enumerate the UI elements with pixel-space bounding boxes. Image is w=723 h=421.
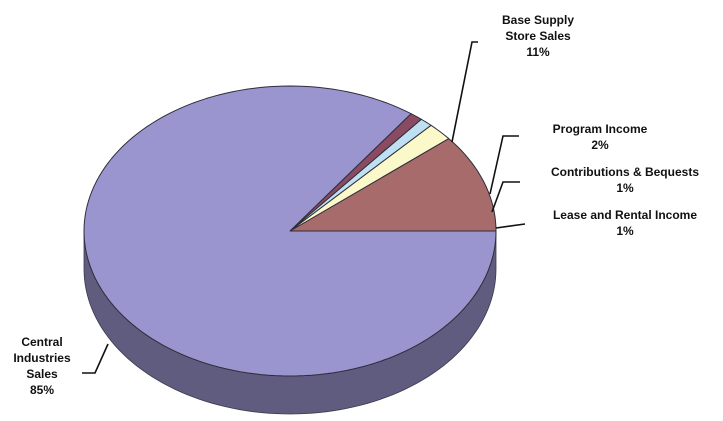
pie-top-layer [83, 85, 497, 377]
leader-program-income [489, 135, 519, 195]
slice-label-central-line3: Sales [26, 367, 58, 381]
slice-label-base-supply-line2: Store Sales [505, 29, 571, 43]
slice-label-central-industries: Central Industries Sales 85% [0, 334, 84, 398]
leader-lease-rental [495, 223, 526, 229]
slice-label-lease-rental-line1: Lease and Rental Income [552, 208, 698, 222]
slice-pct-central: 85% [29, 383, 55, 397]
slice-label-contributions: Contributions & Bequests 1% [530, 164, 720, 196]
pie-slice-central-industries [83, 85, 497, 377]
slice-label-program-income: Program Income 2% [520, 121, 680, 153]
slice-label-central-line1: Central [21, 335, 63, 349]
slice-pct-base-supply: 11% [526, 45, 550, 59]
slice-pct-lease-rental: 1% [616, 224, 634, 238]
slice-label-lease-rental: Lease and Rental Income 1% [530, 207, 720, 239]
leader-base-supply [451, 41, 478, 143]
slice-label-central-line2: Industries [13, 351, 71, 365]
slice-label-base-supply: Base Supply Store Sales 11% [478, 12, 598, 60]
slice-label-program-income-line1: Program Income [552, 122, 648, 136]
slice-pct-program-income: 2% [591, 138, 609, 152]
slice-pct-contributions: 1% [616, 181, 634, 195]
leader-contributions [491, 181, 520, 213]
slice-label-contributions-line1: Contributions & Bequests [550, 165, 699, 179]
pie-slice-base-supply [289, 138, 497, 232]
leader-lines [82, 41, 526, 374]
slice-label-base-supply-line1: Base Supply [501, 13, 575, 27]
leader-central-industries [82, 343, 109, 374]
